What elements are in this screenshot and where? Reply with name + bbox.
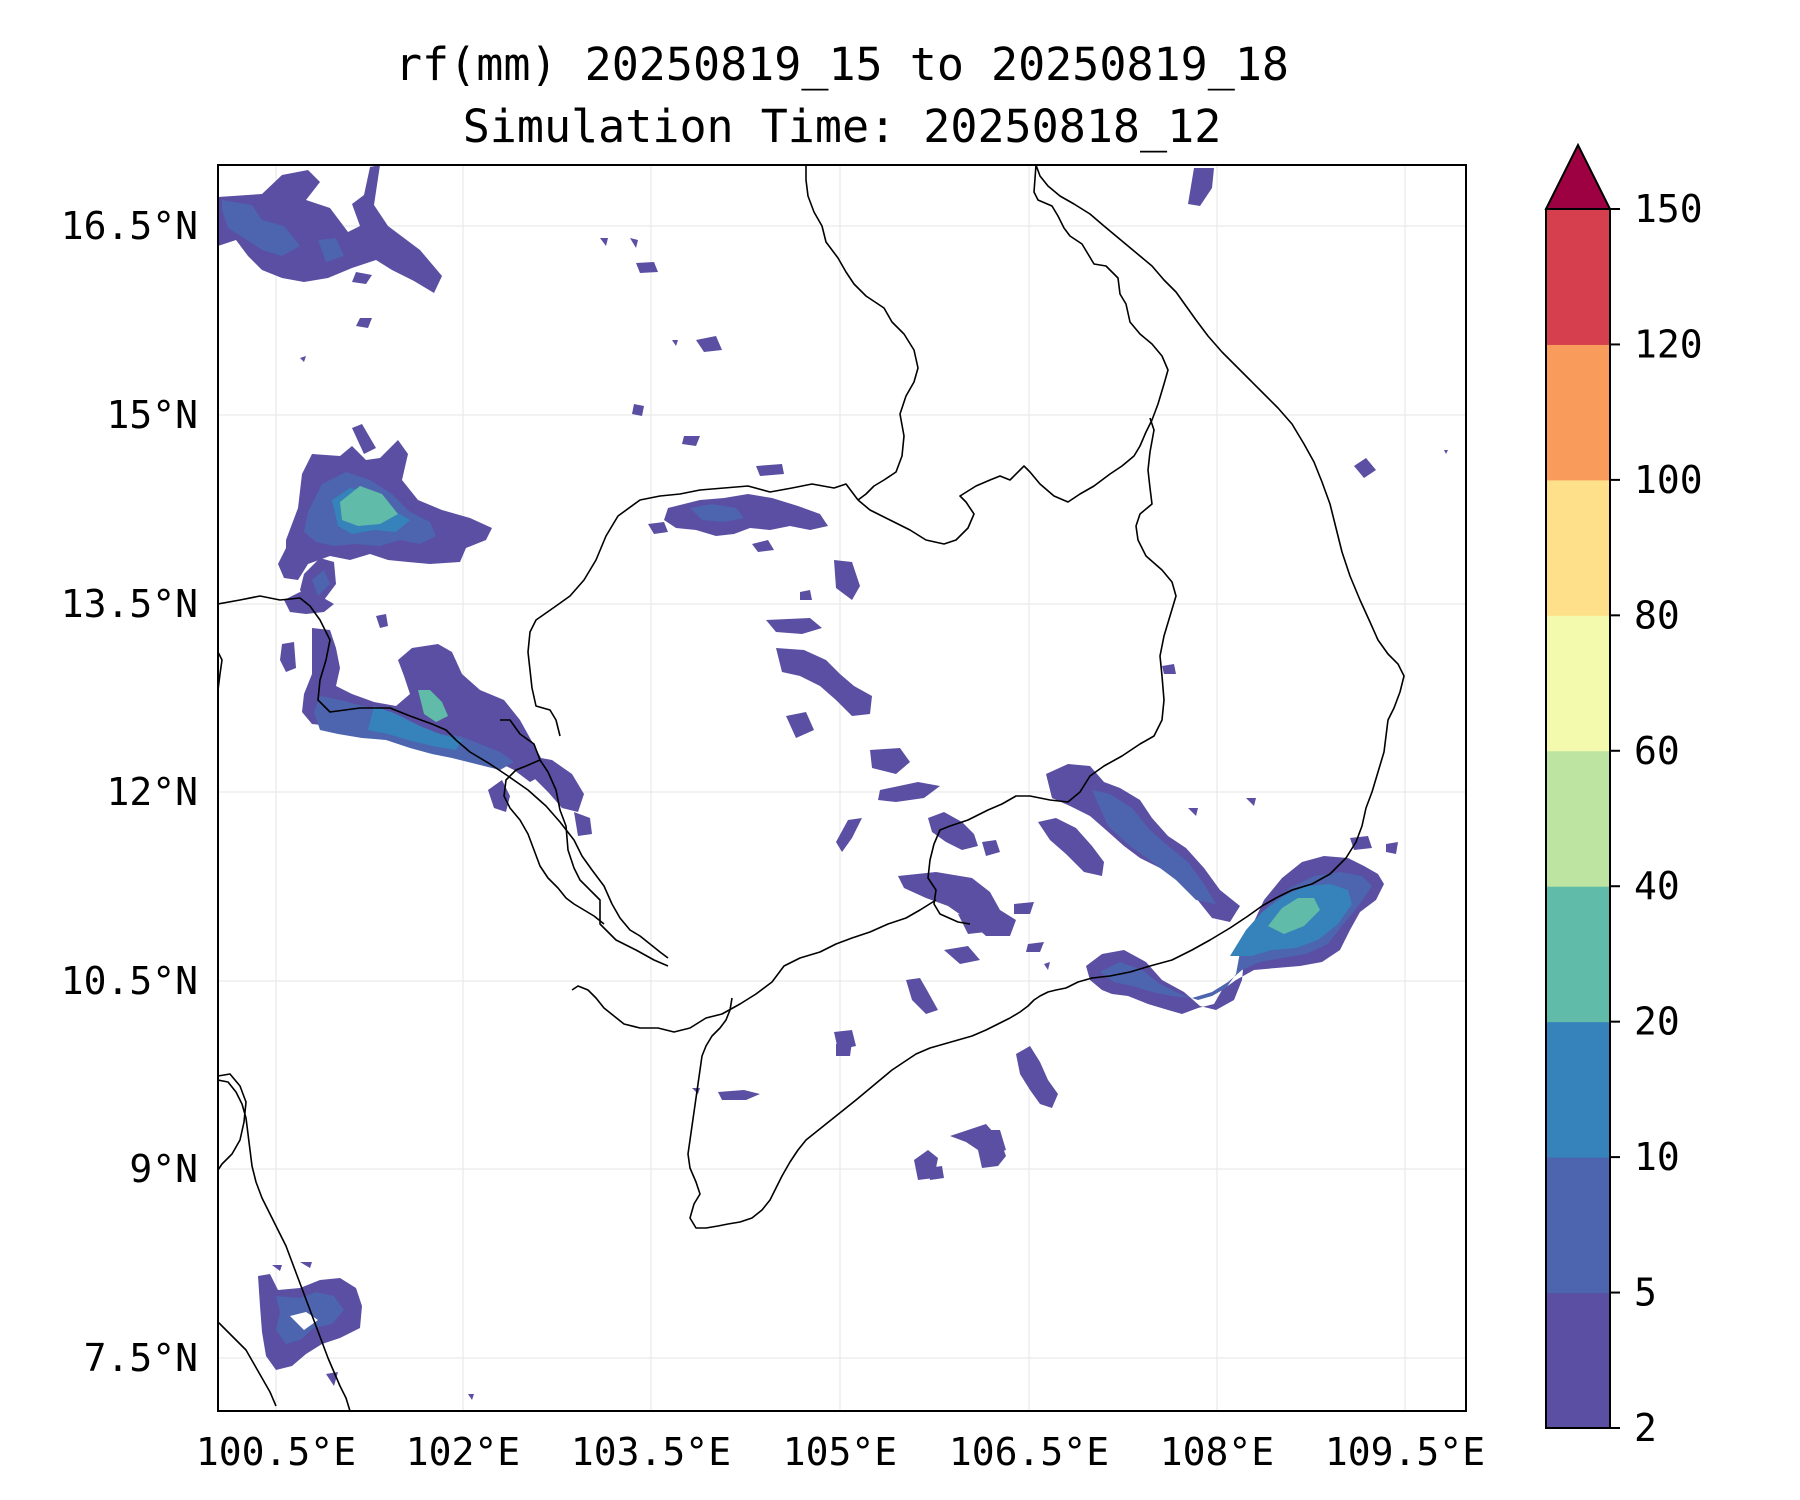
colorbar-band — [1546, 1157, 1610, 1294]
plot-area — [218, 165, 1466, 1411]
country-borders — [218, 165, 1177, 1033]
colorbar-label: 150 — [1634, 187, 1703, 231]
rain-area-ne-thailand — [278, 424, 492, 604]
colorbar-label: 5 — [1634, 1271, 1657, 1315]
rain-area-north-cambodia — [600, 168, 1214, 852]
colorbar-label: 40 — [1634, 864, 1680, 908]
colorbar-frame — [1545, 208, 1611, 1429]
x-tick-label: 105°E — [783, 1430, 897, 1474]
colorbar-band — [1546, 1021, 1610, 1158]
y-axis-labels: 16.5°N 15°N 13.5°N 12°N 10.5°N 9°N 7.5°N — [61, 204, 198, 1380]
rain-area-s-vietnam-coast — [1086, 450, 1448, 1014]
y-tick-label: 7.5°N — [84, 1336, 198, 1380]
rain-area-nw — [218, 165, 442, 362]
gridlines — [218, 165, 1466, 1411]
x-tick-label: 108°E — [1160, 1430, 1274, 1474]
colorbar: 2 5 10 20 40 60 80 100 120 150 — [1544, 142, 1703, 1450]
colorbar-band — [1546, 1292, 1610, 1429]
colorbar-band — [1546, 344, 1610, 481]
rain-area-thai-coast — [280, 592, 592, 836]
colorbar-band — [1546, 209, 1610, 345]
colorbar-extend-arrow — [1544, 142, 1612, 210]
y-tick-label: 9°N — [129, 1147, 198, 1191]
y-tick-label: 13.5°N — [61, 582, 198, 626]
y-tick-label: 16.5°N — [61, 204, 198, 248]
x-tick-label: 100.5°E — [196, 1430, 356, 1474]
x-axis-labels: 100.5°E 102°E 103.5°E 105°E 106.5°E 108°… — [196, 1430, 1485, 1474]
x-tick-label: 102°E — [406, 1430, 520, 1474]
x-tick-label: 103.5°E — [571, 1430, 731, 1474]
y-tick-label: 12°N — [106, 770, 198, 814]
colorbar-label: 100 — [1634, 458, 1703, 502]
rainfall-contours — [218, 165, 1448, 1400]
x-tick-label: 106.5°E — [949, 1430, 1109, 1474]
x-tick-label: 109.5°E — [1325, 1430, 1485, 1474]
colorbar-band — [1546, 750, 1610, 887]
colorbar-label: 120 — [1634, 322, 1703, 366]
map-title: rf(mm) 20250819_15 to 20250819_18 Simula… — [218, 34, 1466, 158]
coastlines — [218, 165, 1405, 1411]
title-line-1: rf(mm) 20250819_15 to 20250819_18 — [394, 38, 1290, 91]
colorbar-label: 10 — [1634, 1135, 1680, 1179]
y-tick-label: 15°N — [106, 393, 198, 437]
colorbar-band — [1546, 479, 1610, 616]
colorbar-band — [1546, 886, 1610, 1023]
y-tick-label: 10.5°N — [61, 959, 198, 1003]
rain-area-se-cambodia — [692, 764, 1240, 1180]
colorbar-label: 60 — [1634, 729, 1680, 773]
colorbar-label: 2 — [1634, 1406, 1657, 1450]
colorbar-label: 20 — [1634, 1000, 1680, 1044]
plot-frame — [217, 164, 1467, 1412]
colorbar-label: 80 — [1634, 593, 1680, 637]
colorbar-band — [1546, 615, 1610, 752]
title-line-2: Simulation Time: 20250818_12 — [462, 100, 1222, 153]
